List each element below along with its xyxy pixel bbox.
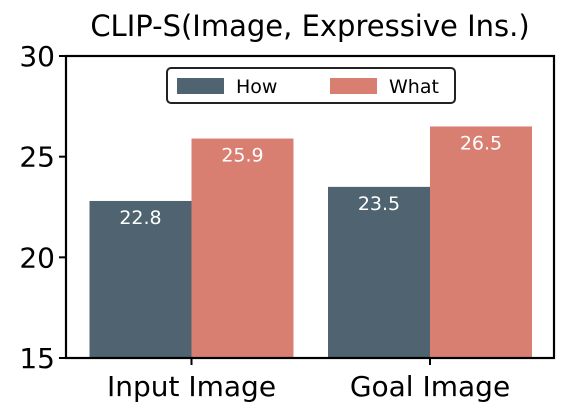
data-label-how-2: 23.5 [358, 193, 400, 215]
y-tick-label-2: 20 [19, 241, 55, 274]
legend-swatch-what [330, 78, 377, 94]
legend-label-how: How [236, 76, 277, 98]
y-tick-label-4: 30 [19, 40, 55, 73]
bar-how-1 [89, 200, 192, 358]
data-label-how-1: 22.8 [119, 207, 161, 229]
plot-frame [64, 54, 556, 360]
legend-swatch-how [177, 78, 224, 94]
data-labels-layer: 22.8 25.9 23.5 26.5 [119, 132, 502, 228]
y-tick-label-1: 15 [19, 342, 55, 375]
legend-frame [166, 67, 456, 104]
x-tick-label-1: Input Image [107, 370, 276, 403]
chart-title: CLIP-S(Image, Expressive Ins.) [90, 9, 529, 43]
data-label-what-2: 26.5 [460, 132, 502, 154]
axes-layer: 15 20 25 30 Input Image Goal Image [19, 40, 556, 403]
bar-what-2 [430, 126, 532, 358]
y-tick-label-3: 25 [19, 141, 55, 174]
bar-what-1 [191, 138, 294, 358]
legend: How What [166, 67, 456, 104]
legend-label-what: What [389, 76, 439, 98]
bars-layer [89, 126, 532, 358]
data-label-what-1: 25.9 [221, 145, 263, 167]
bar-how-2 [328, 186, 430, 358]
x-tick-label-2: Goal Image [350, 370, 510, 403]
